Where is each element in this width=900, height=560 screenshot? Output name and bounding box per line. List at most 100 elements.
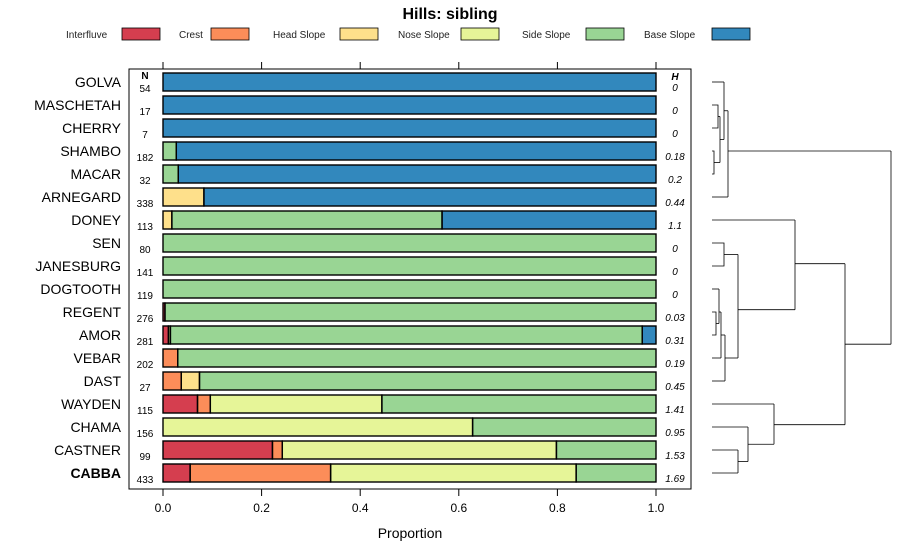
bar-shambo-base-slope bbox=[176, 142, 656, 160]
bar-outline-shambo-base-slope bbox=[175, 141, 657, 161]
bar-wayden-nose-slope bbox=[210, 395, 382, 413]
row-label-regent: REGENT bbox=[63, 304, 122, 320]
row-label-arnegard: ARNEGARD bbox=[42, 189, 121, 205]
n-header: N bbox=[141, 71, 148, 82]
h-value-cherry: 0 bbox=[672, 129, 678, 140]
n-value-janesburg: 141 bbox=[137, 268, 154, 279]
row-label-shambo: SHAMBO bbox=[60, 143, 121, 159]
bar-wayden-side-slope bbox=[381, 395, 656, 413]
x-tick-label-0: 0.0 bbox=[155, 501, 172, 515]
n-value-dogtooth: 119 bbox=[137, 291, 153, 302]
row-label-dast: DAST bbox=[84, 373, 122, 389]
bar-amor-interfluve bbox=[163, 326, 169, 344]
bar-amor-side-slope bbox=[170, 326, 643, 344]
bar-doney-head-slope bbox=[163, 211, 172, 229]
bar-macar-base-slope bbox=[178, 165, 656, 183]
dendrogram-branch-13 bbox=[712, 311, 717, 336]
bars-layer bbox=[162, 72, 657, 483]
bar-outline-dogtooth-side-slope bbox=[162, 279, 657, 299]
x-tick-label-1: 0.2 bbox=[253, 501, 270, 515]
bar-vebar-side-slope bbox=[177, 349, 657, 367]
legend-swatch-interfluve bbox=[121, 27, 161, 41]
row-label-sen: SEN bbox=[92, 235, 121, 251]
bar-outline-doney-base-slope bbox=[441, 210, 657, 230]
bar-outline-castner-side-slope bbox=[555, 440, 657, 460]
bar-outline-cherry-base-slope bbox=[162, 118, 657, 138]
h-value-sen: 0 bbox=[672, 244, 678, 255]
h-value-castner: 1.53 bbox=[665, 451, 685, 462]
bar-arnegard-head-slope bbox=[163, 188, 204, 206]
bar-amor-base-slope bbox=[642, 326, 656, 344]
bar-outline-golva-base-slope bbox=[162, 72, 657, 92]
h-header: H bbox=[671, 72, 679, 83]
h-value-wayden: 1.41 bbox=[665, 405, 684, 416]
h-value-dogtooth: 0 bbox=[672, 290, 678, 301]
legend-label-interfluve: Interfluve bbox=[66, 30, 108, 41]
chart-title: Hills: sibling bbox=[402, 6, 497, 23]
n-value-shambo: 182 bbox=[137, 153, 154, 164]
bar-chama-side-slope bbox=[472, 418, 656, 436]
h-value-regent: 0.03 bbox=[665, 313, 685, 324]
n-value-amor: 281 bbox=[137, 337, 154, 348]
legend-label-nose-slope: Nose Slope bbox=[398, 30, 450, 41]
h-value-doney: 1.1 bbox=[668, 221, 682, 232]
bar-castner-nose-slope bbox=[282, 441, 557, 459]
h-value-dast: 0.45 bbox=[665, 382, 685, 393]
bar-outline-vebar-side-slope bbox=[177, 348, 657, 368]
bar-janesburg-side-slope bbox=[163, 257, 656, 275]
h-value-shambo: 0.18 bbox=[665, 152, 685, 163]
bar-outline-arnegard-base-slope bbox=[203, 187, 657, 207]
legend-swatch-side-slope bbox=[585, 27, 625, 41]
n-value-doney: 113 bbox=[137, 222, 153, 233]
n-value-regent: 276 bbox=[137, 314, 154, 325]
legend-label-head-slope: Head Slope bbox=[273, 30, 326, 41]
bar-outline-regent-side-slope bbox=[164, 302, 657, 322]
n-value-wayden: 115 bbox=[137, 406, 153, 417]
legend: Interfluve Crest Head Slope Nose Slope Side … bbox=[66, 27, 751, 41]
row-label-dogtooth: DOGTOOTH bbox=[40, 281, 121, 297]
bar-outline-sen-side-slope bbox=[162, 233, 657, 253]
bar-outline-maschetah-base-slope bbox=[162, 95, 657, 115]
h-value-cabba: 1.69 bbox=[665, 474, 685, 485]
bar-shambo-side-slope bbox=[163, 142, 177, 160]
legend-swatch-crest bbox=[210, 27, 250, 41]
row-label-maschetah: MASCHETAH bbox=[34, 97, 121, 113]
bar-cabba-crest bbox=[190, 464, 331, 482]
row-label-amor: AMOR bbox=[79, 327, 121, 343]
x-tick-label-2: 0.4 bbox=[352, 501, 369, 515]
row-label-doney: DONEY bbox=[71, 212, 121, 228]
dendrogram-branch-2 bbox=[712, 150, 715, 175]
legend-label-crest: Crest bbox=[179, 30, 203, 41]
h-value-maschetah: 0 bbox=[672, 106, 678, 117]
bar-chama-nose-slope bbox=[163, 418, 473, 436]
legend-label-base-slope: Base Slope bbox=[644, 30, 696, 41]
bar-macar-side-slope bbox=[163, 165, 179, 183]
bar-dast-side-slope bbox=[199, 372, 656, 390]
legend-label-side-slope: Side Slope bbox=[522, 30, 571, 41]
bar-cabba-interfluve bbox=[163, 464, 191, 482]
bar-outline-amor-base-slope bbox=[641, 325, 657, 345]
n-value-golva: 54 bbox=[139, 84, 151, 95]
row-label-vebar: VEBAR bbox=[74, 350, 121, 366]
dendrogram-branch-0 bbox=[712, 104, 719, 129]
row-label-golva: GOLVA bbox=[75, 74, 122, 90]
n-value-chama: 156 bbox=[137, 429, 154, 440]
n-value-vebar: 202 bbox=[137, 360, 154, 371]
n-value-cabba: 433 bbox=[137, 475, 154, 486]
bar-vebar-crest bbox=[163, 349, 178, 367]
n-value-dast: 27 bbox=[139, 383, 151, 394]
legend-swatch-nose-slope bbox=[460, 27, 500, 41]
bar-maschetah-base-slope bbox=[163, 96, 656, 114]
n-value-arnegard: 338 bbox=[137, 199, 154, 210]
bar-wayden-crest bbox=[197, 395, 211, 413]
h-value-vebar: 0.19 bbox=[665, 359, 685, 370]
bar-doney-base-slope bbox=[442, 211, 656, 229]
bar-castner-crest bbox=[272, 441, 283, 459]
bar-wayden-interfluve bbox=[163, 395, 198, 413]
n-value-macar: 32 bbox=[139, 176, 151, 187]
row-label-cherry: CHERRY bbox=[62, 120, 122, 136]
h-value-arnegard: 0.44 bbox=[665, 198, 685, 209]
row-label-chama: CHAMA bbox=[70, 419, 121, 435]
bar-outline-cabba-side-slope bbox=[575, 463, 657, 483]
